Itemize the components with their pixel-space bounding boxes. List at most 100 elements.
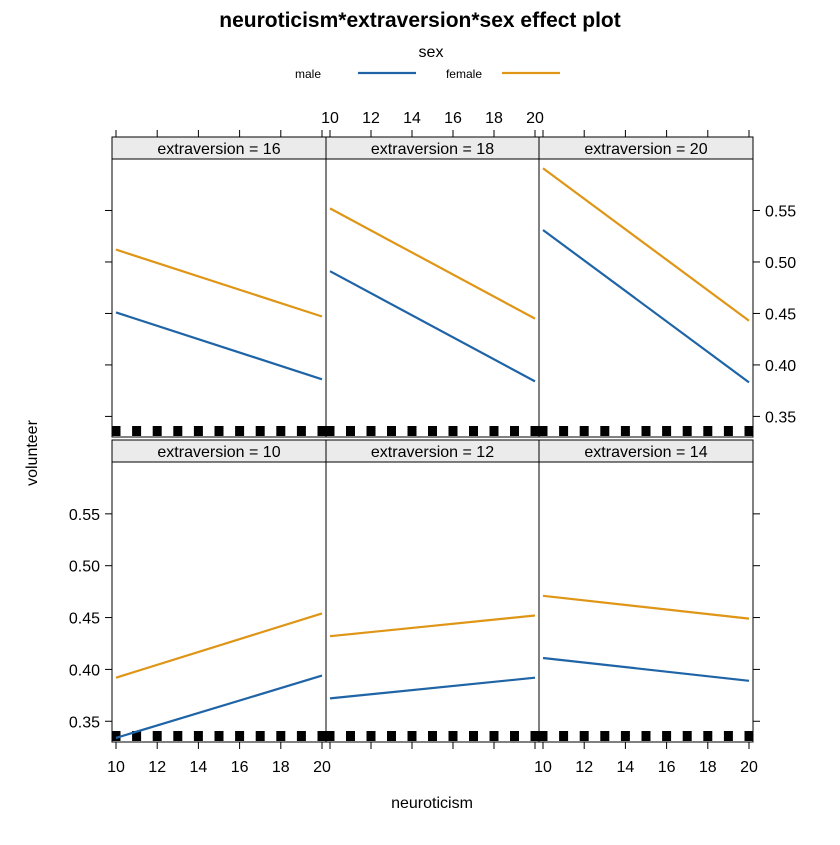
y-tick-label: 0.40 xyxy=(765,358,796,375)
rug-mark xyxy=(510,731,519,741)
x-tick-label: 12 xyxy=(575,759,593,776)
y-tick-label: 0.35 xyxy=(765,409,796,426)
x-tick-label: 12 xyxy=(148,759,166,776)
rug-mark xyxy=(325,426,335,436)
legend-title: sex xyxy=(419,44,444,61)
panel-frame xyxy=(538,461,754,743)
rug-mark xyxy=(579,731,589,741)
x-tick-label: 20 xyxy=(740,759,758,776)
y-tick-label: 0.55 xyxy=(69,507,100,524)
rug-mark xyxy=(744,426,754,436)
panel-frame xyxy=(325,461,540,743)
series-line-female xyxy=(542,594,750,620)
rug-mark xyxy=(276,426,286,436)
x-tick-label: 20 xyxy=(313,759,331,776)
rug-mark xyxy=(407,426,417,436)
rug-mark xyxy=(255,731,265,741)
panel-1: extraversion = 16 xyxy=(111,136,327,438)
panel-5: extraversion = 12 xyxy=(325,439,540,743)
rug-mark xyxy=(317,731,327,741)
x-tick-label: 16 xyxy=(444,110,462,127)
legend-label-female: female xyxy=(446,67,482,81)
y-tick-label: 0.45 xyxy=(765,306,796,323)
rug-mark xyxy=(387,426,396,436)
rug-mark xyxy=(235,426,245,436)
x-tick-label: 18 xyxy=(699,759,717,776)
series-line-female xyxy=(542,167,750,322)
rug-mark xyxy=(173,731,183,741)
rug-mark xyxy=(469,731,478,741)
chart-title: neuroticism*extraversion*sex effect plot xyxy=(219,9,620,32)
rug-mark xyxy=(469,426,478,436)
rug-mark xyxy=(296,731,306,741)
series-line-female xyxy=(115,248,323,318)
rug-mark xyxy=(132,426,142,436)
rug-mark xyxy=(510,426,519,436)
rug-mark xyxy=(214,731,224,741)
strip-label: extraversion = 18 xyxy=(371,141,494,158)
series-line-female xyxy=(329,614,536,638)
rug-mark xyxy=(152,426,162,436)
y-axis-title: volunteer xyxy=(24,419,41,485)
rug-mark xyxy=(620,731,630,741)
panel-frame xyxy=(111,461,327,743)
rug-mark xyxy=(132,731,142,741)
rug-mark xyxy=(538,426,548,436)
rug-mark xyxy=(723,426,733,436)
strip-label: extraversion = 14 xyxy=(584,444,707,461)
series-line-male xyxy=(542,656,750,682)
rug-mark xyxy=(662,731,672,741)
rug-mark xyxy=(530,731,540,741)
x-tick-label: 16 xyxy=(231,759,249,776)
rug-mark xyxy=(407,731,417,741)
series-line-female xyxy=(115,612,323,679)
series-line-male xyxy=(329,270,536,383)
rug-mark xyxy=(346,426,355,436)
strip-label: extraversion = 20 xyxy=(584,141,707,158)
y-tick-label: 0.50 xyxy=(765,255,796,272)
rug-mark xyxy=(296,426,306,436)
y-tick-label: 0.50 xyxy=(69,559,100,576)
rug-mark xyxy=(255,426,265,436)
x-tick-label: 10 xyxy=(321,110,339,127)
series-line-male xyxy=(115,674,323,739)
panels: extraversion = 16 extraversion = 18 extrav… xyxy=(111,136,754,743)
rug-mark xyxy=(489,426,499,436)
panel-4: extraversion = 10 xyxy=(111,439,327,743)
rug-mark xyxy=(276,731,286,741)
rug-mark xyxy=(428,731,437,741)
x-tick-label: 14 xyxy=(190,759,208,776)
rug-mark xyxy=(428,426,437,436)
rug-mark xyxy=(744,731,754,741)
rug-mark xyxy=(214,426,224,436)
rug-mark xyxy=(703,731,713,741)
y-tick-label: 0.55 xyxy=(765,203,796,220)
axes: 10 12 14 16 18 20 10 12 14 16 18 20 10 12 14 16 18 20 0.35… xyxy=(69,110,796,776)
strip-label: extraversion = 16 xyxy=(157,141,280,158)
panel-frame xyxy=(325,158,540,438)
x-tick-label: 16 xyxy=(658,759,676,776)
x-tick-label: 18 xyxy=(485,110,503,127)
rug-mark xyxy=(448,426,458,436)
rug-mark xyxy=(111,731,121,741)
rug-mark xyxy=(641,426,651,436)
rug-mark xyxy=(111,426,121,436)
x-tick-label: 12 xyxy=(362,110,380,127)
rug-mark xyxy=(530,426,540,436)
rug-mark xyxy=(366,731,376,741)
rug-mark xyxy=(173,426,183,436)
x-tick-label: 18 xyxy=(272,759,290,776)
rug-mark xyxy=(662,426,672,436)
x-tick-label: 20 xyxy=(526,110,544,127)
strip-label: extraversion = 10 xyxy=(157,444,280,461)
panel-frame xyxy=(111,158,327,438)
rug-mark xyxy=(641,731,651,741)
series-line-male xyxy=(115,311,323,381)
series-line-male xyxy=(329,676,536,700)
rug-mark xyxy=(703,426,713,436)
rug-mark xyxy=(152,731,162,741)
rug-mark xyxy=(682,426,692,436)
rug-mark xyxy=(346,731,355,741)
